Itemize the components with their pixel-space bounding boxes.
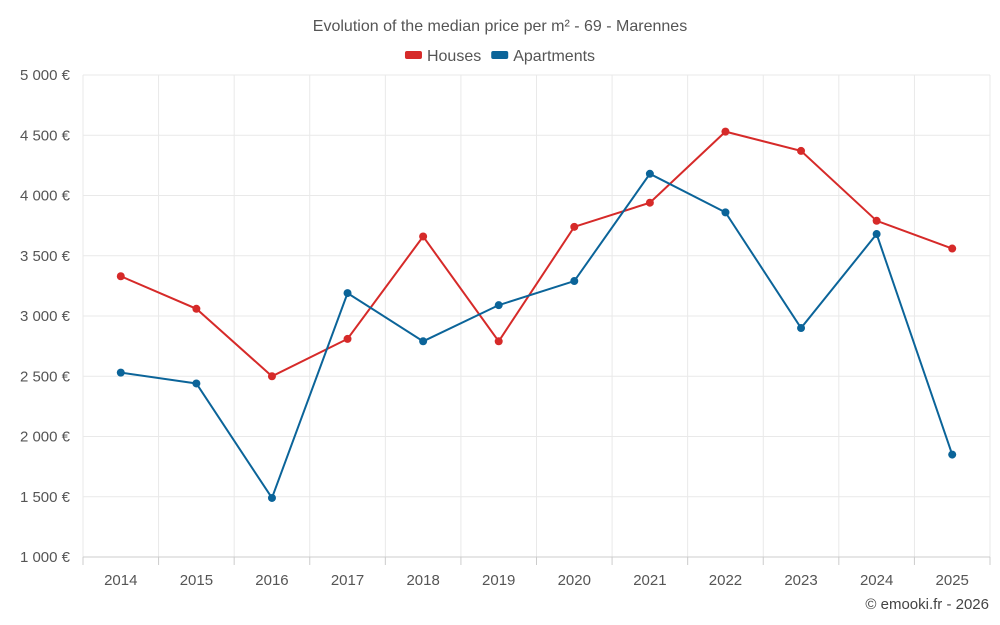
- data-point-houses[interactable]: [343, 334, 352, 343]
- data-point-apartments[interactable]: [721, 208, 730, 217]
- x-tick-label: 2022: [709, 572, 742, 589]
- data-point-houses[interactable]: [570, 222, 579, 231]
- y-tick-label: 2 500 €: [20, 368, 71, 385]
- data-point-apartments[interactable]: [267, 493, 276, 502]
- x-tick-label: 2023: [784, 572, 817, 589]
- data-point-houses[interactable]: [267, 372, 276, 381]
- data-point-houses[interactable]: [494, 337, 503, 346]
- data-point-apartments[interactable]: [494, 301, 503, 310]
- x-tick-label: 2021: [633, 572, 666, 589]
- y-tick-label: 3 000 €: [20, 308, 71, 325]
- x-tick-label: 2016: [255, 572, 288, 589]
- data-point-apartments[interactable]: [872, 230, 881, 239]
- legend-label-houses: Houses: [427, 48, 481, 65]
- y-tick-label: 4 000 €: [20, 188, 71, 205]
- credit-text: © emooki.fr - 2026: [865, 596, 989, 613]
- data-point-houses[interactable]: [797, 146, 806, 155]
- x-tick-label: 2014: [104, 572, 137, 589]
- y-tick-label: 2 000 €: [20, 429, 71, 446]
- data-point-houses[interactable]: [872, 216, 881, 225]
- series-houses: [116, 127, 957, 381]
- data-point-apartments[interactable]: [645, 169, 654, 178]
- x-tick-label: 2019: [482, 572, 515, 589]
- legend-swatch-houses: [404, 51, 422, 59]
- data-point-apartments[interactable]: [343, 289, 352, 298]
- data-point-houses[interactable]: [192, 304, 201, 313]
- y-tick-label: 4 500 €: [20, 127, 71, 144]
- data-point-houses[interactable]: [721, 127, 730, 136]
- legend-label-apartments: Apartments: [513, 48, 595, 65]
- y-tick-label: 5 000 €: [20, 67, 71, 84]
- series-group: [116, 127, 957, 502]
- y-tick-label: 1 500 €: [20, 489, 71, 506]
- data-point-apartments[interactable]: [419, 337, 428, 346]
- data-point-apartments[interactable]: [570, 277, 579, 286]
- data-point-apartments[interactable]: [948, 450, 957, 459]
- legend: Houses Apartments: [404, 48, 595, 65]
- x-tick-label: 2024: [860, 572, 893, 589]
- series-apartments: [116, 169, 957, 502]
- x-tick-label: 2020: [558, 572, 591, 589]
- data-point-houses[interactable]: [116, 272, 125, 281]
- x-tick-label: 2017: [331, 572, 364, 589]
- data-point-houses[interactable]: [419, 232, 428, 241]
- chart-title: Evolution of the median price per m² - 6…: [313, 18, 687, 35]
- y-tick-label: 3 500 €: [20, 248, 71, 265]
- data-point-houses[interactable]: [645, 198, 654, 207]
- series-line-apartments: [120, 172, 954, 501]
- data-point-apartments[interactable]: [797, 324, 806, 333]
- data-point-houses[interactable]: [948, 244, 957, 253]
- legend-item-apartments[interactable]: Apartments: [491, 48, 595, 65]
- grid: [82, 74, 991, 557]
- legend-swatch-apartments: [491, 51, 509, 59]
- data-point-apartments[interactable]: [192, 379, 201, 388]
- x-tick-label: 2025: [936, 572, 969, 589]
- x-tick-label: 2015: [180, 572, 213, 589]
- y-axis: 1 000 € 1 500 € 2 000 € 2 500 € 3 000 € 3 500…: [20, 67, 71, 566]
- data-point-apartments[interactable]: [116, 368, 125, 377]
- legend-item-houses[interactable]: Houses: [404, 48, 481, 65]
- series-line-houses: [120, 130, 953, 378]
- x-axis: 2014 2015 2016 2017 2018 2019 2020 2021 2022 2023…: [82, 556, 991, 589]
- y-tick-label: 1 000 €: [20, 549, 71, 566]
- x-tick-label: 2018: [406, 572, 439, 589]
